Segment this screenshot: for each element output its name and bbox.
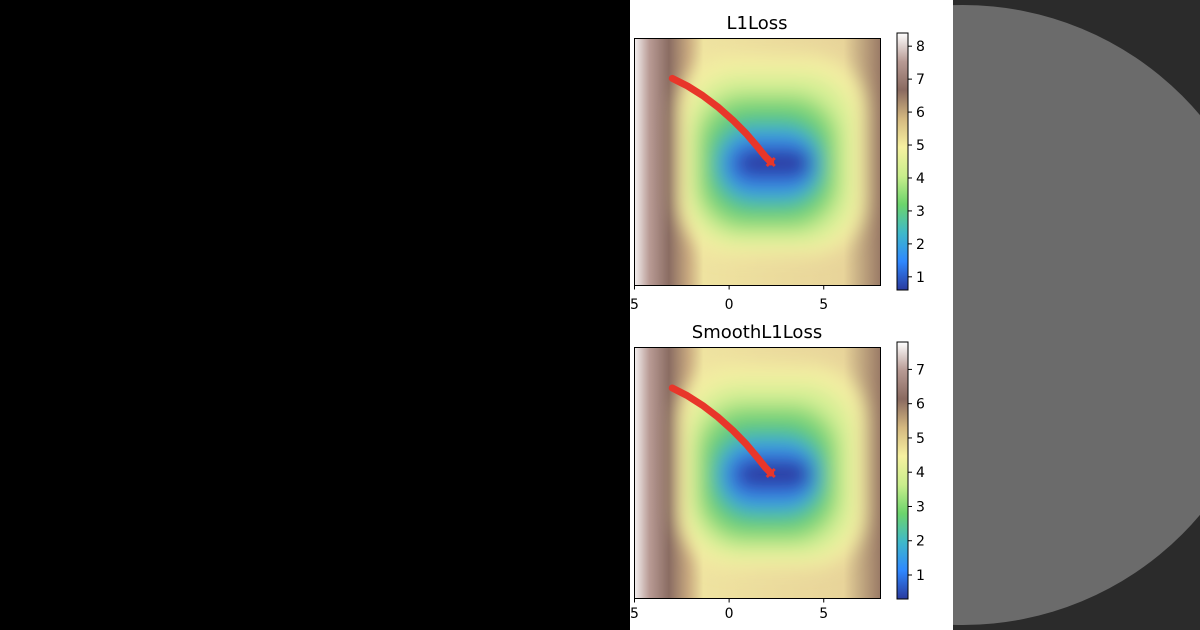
- colorbar-tick-label: 2: [916, 237, 925, 253]
- x-tick-label: 5: [819, 606, 828, 622]
- x-tick-label: 5: [630, 297, 639, 313]
- chart-title: SmoothL1Loss: [692, 322, 822, 343]
- left-black-area: [0, 0, 630, 630]
- colorbar: [896, 32, 909, 291]
- colorbar-tick-label: 1: [916, 270, 925, 286]
- optimization-trajectory: [668, 74, 775, 166]
- trajectory-end-marker: [765, 156, 776, 168]
- colorbar-tick-label: 7: [916, 362, 925, 378]
- plot-frame: [634, 347, 881, 599]
- colorbar-tick-label: 8: [916, 39, 925, 55]
- colorbar-tick-label: 6: [916, 105, 925, 121]
- colorbar-tick-label: 2: [916, 534, 925, 550]
- colorbar-tick-label: 1: [916, 568, 925, 584]
- x-tick-label: 5: [819, 297, 828, 313]
- chart-l1loss: 5 0 5 1 2 3 4 5 6 7 8 L1Loss: [630, 13, 925, 313]
- colorbar-tick-label: 3: [916, 204, 925, 220]
- colorbar-tick-label: 5: [916, 431, 925, 447]
- x-tick-label: 5: [630, 606, 639, 622]
- optimization-trajectory: [668, 384, 775, 477]
- colorbar-tick-label: 4: [916, 465, 925, 481]
- trajectory-end-marker: [765, 467, 776, 479]
- figure: 5 0 5 1 2 3 4 5 6 7 8 L1Loss 5 0 5 1 2 3 4 5 6 7 SmoothL1Loss: [630, 0, 953, 630]
- x-tick-label: 0: [725, 606, 734, 622]
- colorbar-tick-label: 7: [916, 72, 925, 88]
- colorbar-tick-label: 5: [916, 138, 925, 154]
- colorbar-tick-label: 6: [916, 397, 925, 413]
- colorbar: [896, 341, 909, 600]
- plot-frame: [634, 38, 881, 286]
- colorbar-tick-label: 4: [916, 171, 925, 187]
- chart-title: L1Loss: [727, 13, 788, 34]
- chart-smoothl1loss: 5 0 5 1 2 3 4 5 6 7 SmoothL1Loss: [630, 322, 925, 622]
- decorative-circle: [953, 5, 1200, 625]
- x-tick-label: 0: [725, 297, 734, 313]
- colorbar-tick-label: 3: [916, 499, 925, 515]
- loss-landscape-figure: 5 0 5 1 2 3 4 5 6 7 8 L1Loss 5 0 5 1 2 3 4 5 6 7 SmoothL1Loss: [630, 13, 925, 622]
- right-background-panel: [953, 0, 1200, 630]
